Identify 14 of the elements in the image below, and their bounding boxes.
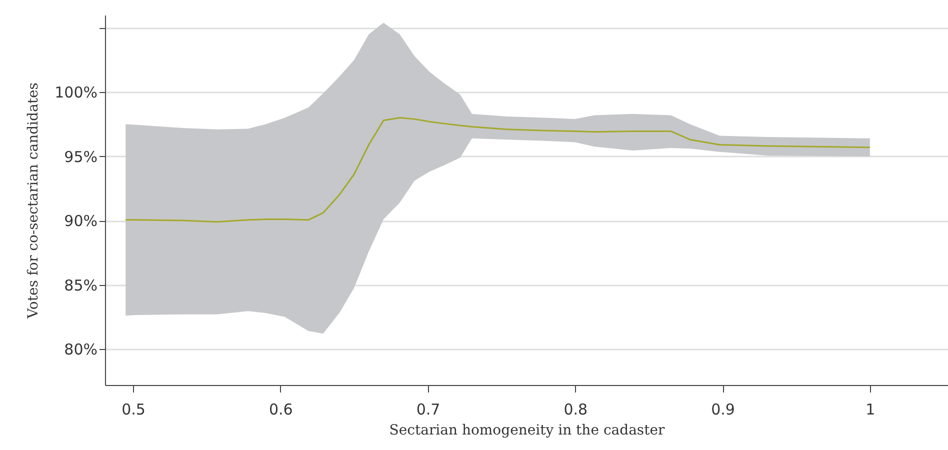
x-tick-label: 1 bbox=[866, 400, 876, 418]
y-tick-label: 80% bbox=[64, 340, 98, 359]
x-axis-title: Sectarian homogeneity in the cadaster bbox=[389, 422, 666, 438]
y-tick-label: 85% bbox=[64, 276, 98, 294]
x-tick-label: 0.6 bbox=[268, 400, 293, 418]
x-tick-label: 0.8 bbox=[564, 400, 588, 418]
y-tick-label: 90% bbox=[64, 212, 98, 230]
x-tick-label: 0.7 bbox=[416, 400, 440, 418]
x-tick-label: 0.9 bbox=[711, 400, 735, 418]
y-axis-title: Votes for co-sectarian candidates bbox=[26, 82, 42, 320]
x-tick-label: 0.5 bbox=[122, 400, 146, 418]
line-series bbox=[124, 117, 871, 223]
y-tick-label: 100% bbox=[54, 84, 98, 102]
y-tick-label: 95% bbox=[64, 148, 98, 166]
